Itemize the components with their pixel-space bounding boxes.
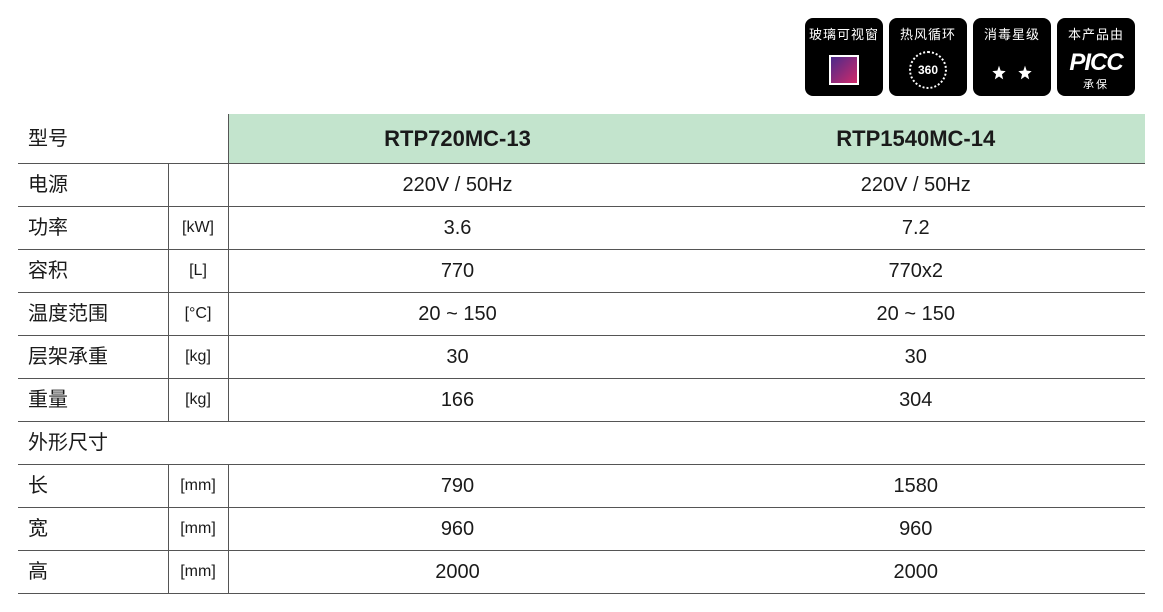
row-val-2: 7.2 xyxy=(687,207,1146,250)
badge-title: 本产品由 xyxy=(1068,24,1124,43)
row-unit: [°C] xyxy=(168,293,228,336)
table-row: 容积 [L] 770 770x2 xyxy=(18,250,1145,293)
row-val-1: 960 xyxy=(228,508,687,551)
row-val-2: 30 xyxy=(687,336,1146,379)
table-row: 层架承重 [kg] 30 30 xyxy=(18,336,1145,379)
table-row: 温度范围 [°C] 20 ~ 150 20 ~ 150 xyxy=(18,293,1145,336)
table-row: 长 [mm] 790 1580 xyxy=(18,465,1145,508)
row-val-1: 3.6 xyxy=(228,207,687,250)
feature-badges-row: 玻璃可视窗 热风循环 360 消毒星级 本产品由 PICC 承保 xyxy=(18,18,1145,96)
row-val-1: 770 xyxy=(228,250,687,293)
table-section-row: 外形尺寸 xyxy=(18,422,1145,465)
row-unit: [kW] xyxy=(168,207,228,250)
row-val-1: 220V / 50Hz xyxy=(228,164,687,207)
row-label: 重量 xyxy=(18,379,168,422)
badge-sterilize-stars: 消毒星级 xyxy=(973,18,1051,96)
badge-glass-window: 玻璃可视窗 xyxy=(805,18,883,96)
table-row: 高 [mm] 2000 2000 xyxy=(18,551,1145,594)
ring-360-icon: 360 xyxy=(909,43,947,96)
row-val-1: 2000 xyxy=(228,551,687,594)
row-label: 长 xyxy=(18,465,168,508)
row-unit xyxy=(168,164,228,207)
row-val-2: 20 ~ 150 xyxy=(687,293,1146,336)
row-label: 电源 xyxy=(18,164,168,207)
row-val-1: 30 xyxy=(228,336,687,379)
model-header-2: RTP1540MC-14 xyxy=(687,114,1146,164)
row-unit: [mm] xyxy=(168,551,228,594)
row-label: 宽 xyxy=(18,508,168,551)
row-unit: [kg] xyxy=(168,336,228,379)
glass-window-icon xyxy=(829,43,859,96)
model-header-1: RTP720MC-13 xyxy=(228,114,687,164)
section-label: 外形尺寸 xyxy=(18,422,1145,465)
badge-picc-insurance: 本产品由 PICC 承保 xyxy=(1057,18,1135,96)
row-label: 高 xyxy=(18,551,168,594)
row-val-1: 20 ~ 150 xyxy=(228,293,687,336)
row-unit: [mm] xyxy=(168,465,228,508)
row-unit: [L] xyxy=(168,250,228,293)
row-label: 容积 xyxy=(18,250,168,293)
table-row: 重量 [kg] 166 304 xyxy=(18,379,1145,422)
row-val-2: 960 xyxy=(687,508,1146,551)
row-unit: [kg] xyxy=(168,379,228,422)
row-val-2: 304 xyxy=(687,379,1146,422)
table-row: 宽 [mm] 960 960 xyxy=(18,508,1145,551)
model-label-cell: 型号 xyxy=(18,114,228,164)
badge-subtitle: 承保 xyxy=(1083,76,1109,92)
badge-title: 玻璃可视窗 xyxy=(809,24,879,43)
table-header-row: 型号 RTP720MC-13 RTP1540MC-14 xyxy=(18,114,1145,164)
row-unit: [mm] xyxy=(168,508,228,551)
row-val-2: 1580 xyxy=(687,465,1146,508)
row-val-1: 790 xyxy=(228,465,687,508)
row-val-2: 2000 xyxy=(687,551,1146,594)
row-label: 层架承重 xyxy=(18,336,168,379)
row-val-2: 220V / 50Hz xyxy=(687,164,1146,207)
stars-icon xyxy=(989,43,1035,96)
row-label: 功率 xyxy=(18,207,168,250)
row-val-1: 166 xyxy=(228,379,687,422)
badge-title: 消毒星级 xyxy=(984,24,1040,43)
table-row: 功率 [kW] 3.6 7.2 xyxy=(18,207,1145,250)
table-row: 电源 220V / 50Hz 220V / 50Hz xyxy=(18,164,1145,207)
picc-logo: PICC xyxy=(1069,49,1122,77)
row-val-2: 770x2 xyxy=(687,250,1146,293)
spec-table: 型号 RTP720MC-13 RTP1540MC-14 电源 220V / 50… xyxy=(18,114,1145,594)
badge-title: 热风循环 xyxy=(900,24,956,43)
row-label: 温度范围 xyxy=(18,293,168,336)
badge-hot-air: 热风循环 360 xyxy=(889,18,967,96)
